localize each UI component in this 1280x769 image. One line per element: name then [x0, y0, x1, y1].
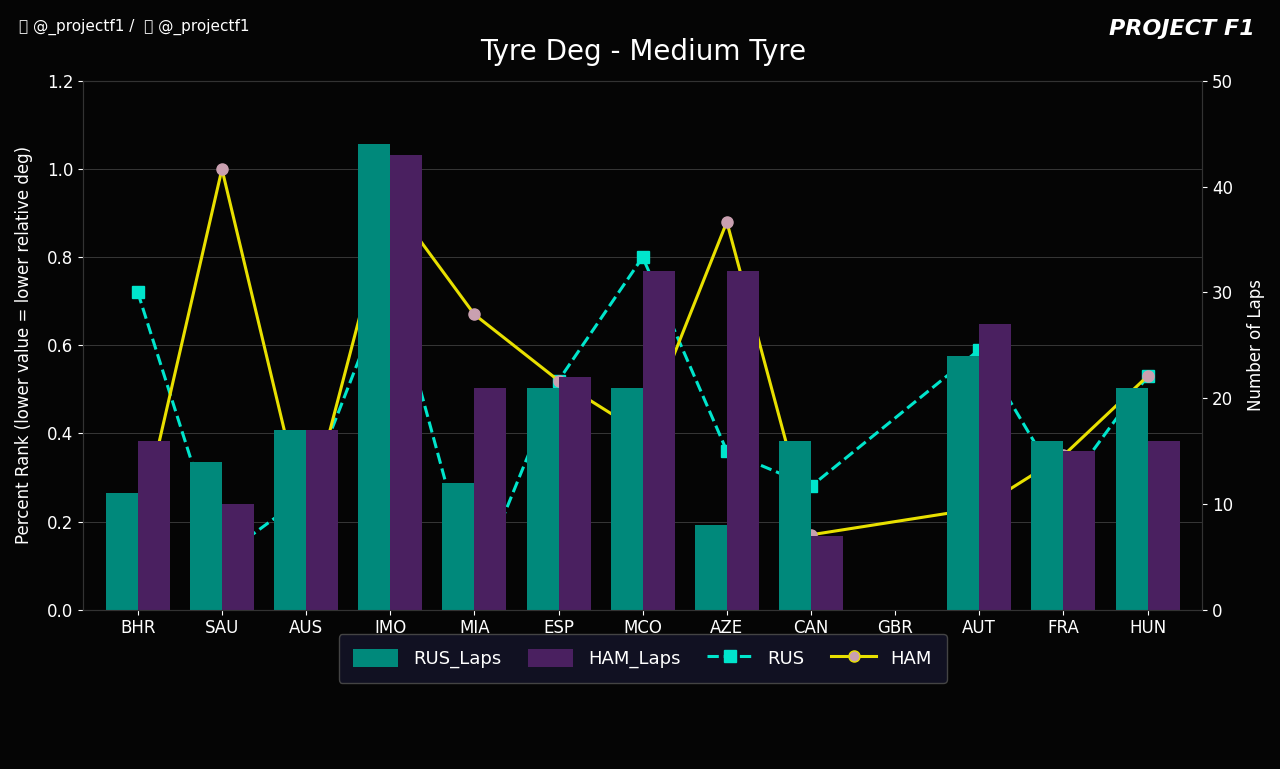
Bar — [695, 525, 727, 610]
HAM — [383, 195, 398, 205]
HAM — [298, 517, 314, 526]
Bar — [979, 325, 1011, 610]
Bar — [1032, 441, 1064, 610]
HAM — [214, 165, 229, 174]
Y-axis label: Number of Laps: Number of Laps — [1247, 279, 1265, 411]
Bar — [727, 271, 759, 610]
HAM — [467, 310, 483, 319]
Bar — [1064, 451, 1096, 610]
RUS — [804, 481, 819, 491]
HAM — [550, 376, 566, 385]
RUS — [719, 447, 735, 456]
RUS — [214, 552, 229, 561]
Legend: RUS_Laps, HAM_Laps, RUS, HAM: RUS_Laps, HAM_Laps, RUS, HAM — [339, 634, 946, 683]
Bar — [558, 377, 590, 610]
Bar — [812, 536, 844, 610]
RUS — [298, 491, 314, 500]
HAM — [1056, 451, 1071, 460]
RUS — [1056, 486, 1071, 495]
Bar — [526, 388, 558, 610]
Bar — [947, 356, 979, 610]
X-axis label: Grand Prix: Grand Prix — [599, 648, 686, 667]
Bar — [358, 145, 390, 610]
Bar — [138, 441, 170, 610]
Bar — [274, 430, 306, 610]
Bar — [221, 504, 253, 610]
Line: HAM: HAM — [132, 164, 1153, 541]
Bar — [611, 388, 643, 610]
Bar — [1116, 388, 1148, 610]
Bar — [780, 441, 812, 610]
RUS — [972, 345, 987, 355]
Bar — [390, 155, 422, 610]
Y-axis label: Percent Rank (lower value = lower relative deg): Percent Rank (lower value = lower relati… — [15, 146, 33, 544]
RUS — [383, 275, 398, 284]
Bar — [106, 494, 138, 610]
Text: ⓞ @_projectf1 /  🐦 @_projectf1: ⓞ @_projectf1 / 🐦 @_projectf1 — [19, 19, 250, 35]
Bar — [643, 271, 675, 610]
Bar — [475, 388, 507, 610]
HAM — [804, 530, 819, 539]
Line: RUS: RUS — [132, 251, 1153, 593]
Text: PROJECT F1: PROJECT F1 — [1108, 19, 1254, 39]
RUS — [131, 288, 146, 297]
HAM — [1140, 371, 1156, 381]
Bar — [189, 461, 221, 610]
HAM — [719, 218, 735, 227]
RUS — [635, 252, 650, 261]
Title: Tyre Deg - Medium Tyre: Tyre Deg - Medium Tyre — [480, 38, 805, 66]
HAM — [131, 530, 146, 539]
Bar — [306, 430, 338, 610]
Bar — [1148, 441, 1180, 610]
HAM — [972, 504, 987, 513]
HAM — [635, 429, 650, 438]
RUS — [1140, 371, 1156, 381]
Bar — [443, 483, 475, 610]
RUS — [467, 583, 483, 592]
RUS — [550, 376, 566, 385]
